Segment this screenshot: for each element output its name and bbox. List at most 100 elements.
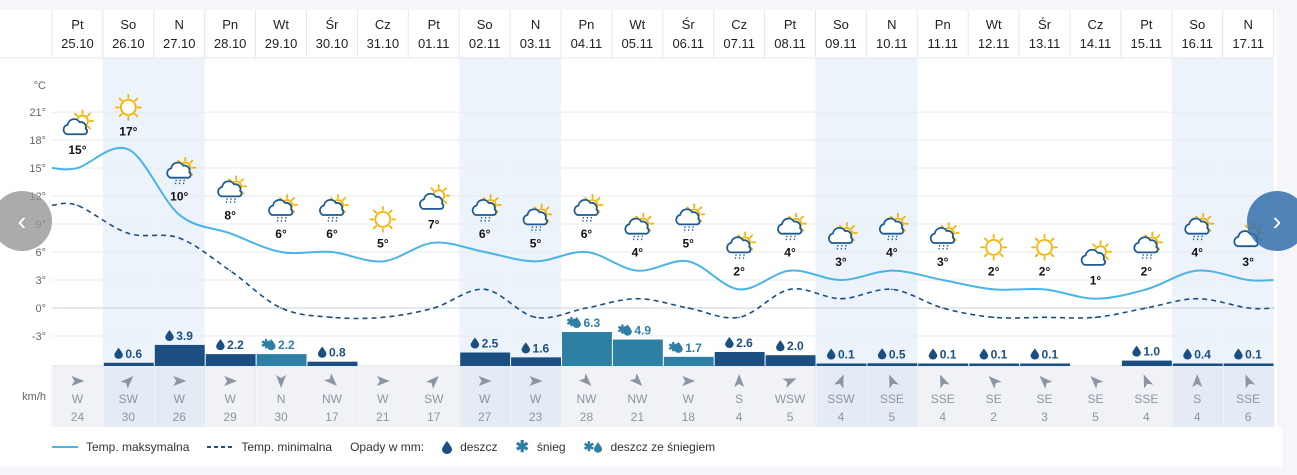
- day-name: N: [887, 17, 896, 32]
- day-date: 08.11: [774, 36, 806, 51]
- wind-arrow-icon: [629, 373, 643, 386]
- rain-streak: [691, 226, 694, 233]
- tmax-label: 4°: [886, 246, 898, 260]
- legend-precip-label: Opady w mm:: [350, 440, 425, 454]
- sun-ray: [983, 253, 988, 258]
- chevron-left-icon: ‹: [17, 205, 27, 236]
- wind-arrow-icon: [120, 376, 134, 389]
- wind-cell: [103, 367, 154, 428]
- tmax-label: 4°: [784, 246, 796, 260]
- wind-speed: 24: [71, 410, 85, 424]
- sun-ray: [134, 97, 139, 102]
- rain-streak: [742, 254, 745, 261]
- day-date: 09.11: [825, 36, 857, 51]
- raindrop-icon: [928, 348, 938, 360]
- rain-streak: [1196, 235, 1199, 242]
- cloud-shape: [522, 208, 548, 226]
- rain-streak: [1145, 254, 1148, 261]
- snow-rain-icon: ✱: [583, 439, 595, 454]
- prev-button[interactable]: ‹: [0, 191, 52, 251]
- tmax-point: [789, 269, 791, 272]
- tmax-point: [1094, 297, 1097, 300]
- rain-streak: [836, 244, 839, 252]
- tmin-point: [432, 307, 435, 309]
- wind-speed: 28: [580, 410, 594, 424]
- sun-icon: [369, 205, 397, 233]
- day-date: 14.11: [1080, 36, 1112, 51]
- day-date: 26.10: [112, 36, 145, 51]
- wind-direction: SSE: [1236, 392, 1260, 406]
- rain-cloud-sun-icon: [675, 203, 706, 233]
- legend-rain-label: deszcz: [460, 440, 498, 454]
- sun-disc: [119, 98, 137, 116]
- wind-speed: 18: [682, 410, 696, 424]
- sun-ray: [1207, 215, 1212, 220]
- rain-streak: [335, 216, 338, 224]
- day-name: Pn: [935, 17, 951, 32]
- tmax-label: 5°: [377, 236, 389, 250]
- weekend-band: [815, 58, 867, 366]
- snow-rain-icon: ✱: [261, 337, 271, 351]
- rain-streak: [581, 216, 585, 224]
- cloud-shape: [675, 208, 701, 226]
- day-name: Śr: [325, 17, 339, 32]
- rain-streak: [178, 179, 181, 186]
- tmax-point: [992, 288, 995, 291]
- cloud-sun-icon: [62, 109, 94, 136]
- wind-direction: W: [377, 392, 389, 406]
- sun-ray: [86, 112, 91, 117]
- wind-arrow-icon: [988, 376, 1002, 389]
- cloud-shape: [166, 161, 192, 179]
- precip-bar: [714, 351, 765, 366]
- precip-bar: [1020, 363, 1070, 366]
- wind-cell: [1020, 367, 1070, 428]
- tmin-point: [127, 232, 130, 235]
- cloud-shape: [62, 118, 88, 136]
- cloud-shape: [828, 227, 854, 244]
- next-button[interactable]: ›: [1247, 191, 1297, 251]
- wind-direction: W: [174, 392, 186, 406]
- tmax-point: [483, 251, 486, 253]
- sun-ray: [1050, 237, 1055, 242]
- day-date: 02.11: [469, 36, 501, 51]
- precip-label: 2.6: [736, 336, 753, 350]
- wind-speed: 17: [325, 410, 339, 424]
- tmax-point: [382, 260, 384, 263]
- precip-label: 1.0: [1143, 345, 1160, 359]
- day-date: 13.11: [1029, 36, 1061, 51]
- rain-streak: [683, 226, 686, 233]
- wind-cell: [205, 367, 256, 428]
- sun-ray: [373, 225, 378, 230]
- wind-cell: [663, 367, 714, 428]
- day-date: 31.10: [367, 36, 400, 51]
- tmax-point: [331, 251, 333, 253]
- day-date: 01.11: [418, 36, 450, 51]
- tmin-point: [1043, 316, 1046, 319]
- precip-label: 1.6: [533, 341, 550, 355]
- legend-snow-label: śnieg: [536, 440, 566, 454]
- rain-cloud-sun-icon: [573, 194, 604, 224]
- y-tick-label: 15°: [29, 163, 46, 175]
- day-date: 06.11: [672, 36, 704, 51]
- wind-cell: [409, 367, 460, 428]
- tmax-point: [1043, 288, 1046, 291]
- day-name: Wt: [986, 17, 1002, 32]
- precip-label: 4.9: [634, 324, 651, 338]
- tmax-point: [534, 260, 537, 263]
- sun-ray: [647, 215, 652, 220]
- tmax-label: 1°: [1090, 274, 1102, 288]
- wind-direction: SSE: [880, 392, 904, 406]
- rain-streak: [632, 235, 635, 242]
- rain-cloud-sun-icon: [624, 212, 655, 242]
- rain-cloud-sun-icon: [471, 194, 502, 224]
- legend-tmin: Temp. minimalna: [207, 440, 332, 454]
- wind-speed: 26: [173, 410, 187, 424]
- rain-cloud-sun-icon: [319, 194, 349, 224]
- tmax-point: [891, 269, 893, 272]
- rain-streak: [891, 235, 894, 242]
- tmax-point: [127, 148, 130, 151]
- tmax-label: 8°: [224, 208, 236, 222]
- day-date: 28.10: [214, 36, 247, 51]
- sun-ray: [443, 187, 448, 192]
